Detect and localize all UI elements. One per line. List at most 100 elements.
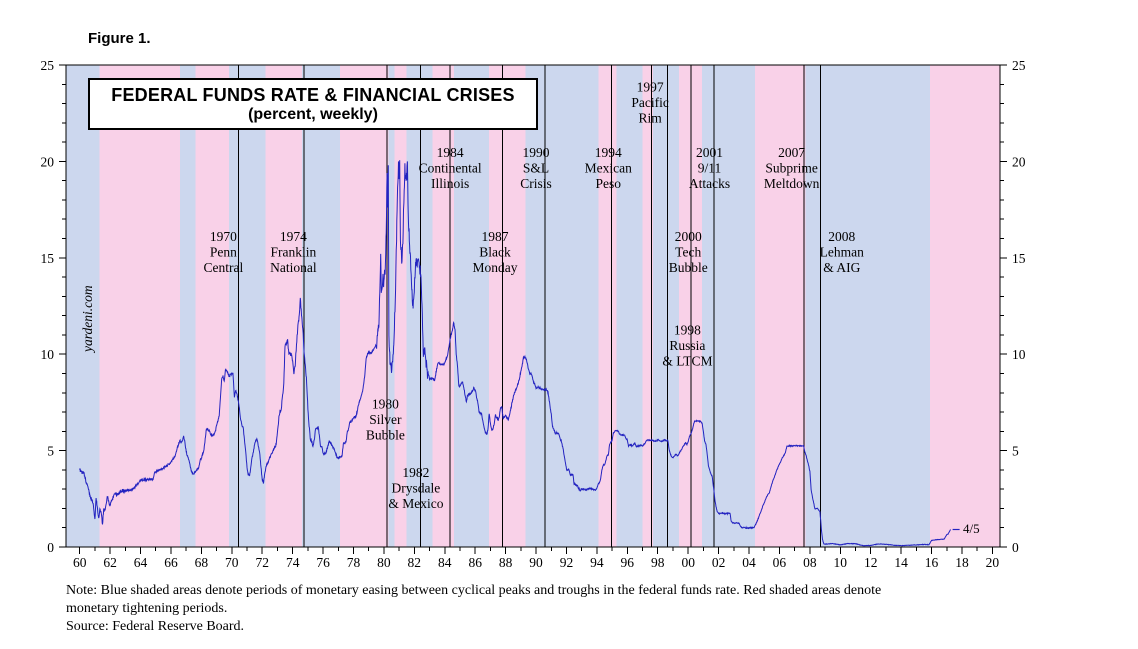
crisis-label-line: Bubble	[669, 260, 708, 275]
plot-border	[65, 64, 1001, 548]
x-axis-tick-label: 04	[742, 555, 756, 570]
crisis-label-line: S&L	[523, 161, 549, 176]
crisis-label-2007: 2007 Subprime Meltdown	[764, 145, 820, 191]
crisis-label-1997: 1997 Pacific Rim	[631, 80, 668, 126]
crisis-label-line: Russia	[669, 338, 705, 353]
x-axis-tick-label: 66	[164, 555, 178, 570]
crisis-label-line: Tech	[675, 244, 701, 259]
chart-title: FEDERAL FUNDS RATE & FINANCIAL CRISES	[111, 84, 515, 105]
crisis-label-line: 1970	[210, 229, 237, 244]
tightening-band	[488, 65, 526, 547]
crisis-label-1990: 1990 S&L Crisis	[520, 145, 552, 191]
crisis-label-1970: 1970 Penn Central	[204, 229, 244, 275]
tightening-band	[598, 65, 617, 547]
x-axis-tick-label: 08	[803, 555, 817, 570]
x-axis-tick-label: 96	[621, 555, 635, 570]
chart-subtitle: (percent, weekly)	[248, 105, 378, 123]
source-line: Source: Federal Reserve Board.	[66, 619, 245, 634]
easing-band	[180, 65, 196, 547]
crisis-label-1982: 1982 Drysdale & Mexico	[388, 465, 443, 511]
x-axis-tick-label: 60	[73, 555, 87, 570]
crisis-label-line: Crisis	[520, 176, 552, 191]
x-axis-tick-label: 20	[986, 555, 1000, 570]
crisis-label-line: Mexican	[585, 161, 632, 176]
easing-band	[388, 65, 395, 547]
shaded-bands-layer	[66, 65, 1000, 547]
crisis-label-line: Central	[204, 260, 244, 275]
x-axis-tick-label: 92	[560, 555, 574, 570]
x-axis-tick-label: 82	[408, 555, 422, 570]
x-axis-tick-label: 94	[590, 555, 604, 570]
crisis-label-line: 2001	[696, 145, 723, 160]
crisis-label-line: Franklin	[271, 244, 317, 259]
x-axis-tick-label: 80	[377, 555, 391, 570]
crisis-label-line: 9/11	[698, 161, 722, 176]
crisis-label-line: Drysdale	[392, 481, 441, 496]
x-axis-tick-label: 78	[347, 555, 361, 570]
y-axis-tick-label-right: 5	[1012, 444, 1019, 459]
crisis-label-line: National	[270, 260, 317, 275]
crisis-label-line: 1984	[437, 145, 464, 160]
crisis-label-2008: 2008 Lehman & AIG	[820, 229, 864, 275]
crisis-label-line: Meltdown	[764, 176, 820, 191]
crisis-label-line: Pacific	[631, 95, 668, 110]
tightening-band	[195, 65, 229, 547]
x-axis-tick-label: 88	[499, 555, 513, 570]
crisis-label-line: Lehman	[820, 244, 864, 259]
crisis-label-line: & Mexico	[388, 496, 443, 511]
easing-band	[453, 65, 489, 547]
crisis-label-line: Attacks	[689, 176, 730, 191]
crisis-label-2001: 2001 9/11 Attacks	[689, 145, 730, 191]
chart-notes: Note: Blue shaded areas denote periods o…	[66, 582, 881, 636]
y-axis-tick-label-left: 5	[47, 444, 54, 459]
figure-label: Figure 1.	[88, 30, 151, 47]
x-axis-tick-label: 72	[255, 555, 269, 570]
easing-band	[653, 65, 680, 547]
x-axis-tick-label: 70	[225, 555, 239, 570]
crisis-label-1984: 1984 Continental Illinois	[419, 145, 482, 191]
x-axis-tick-label: 84	[438, 555, 452, 570]
yardeni-watermark: yardeni.com	[80, 285, 95, 352]
crisis-label-2000: 2000 Tech Bubble	[669, 229, 708, 275]
chart-title-box: FEDERAL FUNDS RATE & FINANCIAL CRISES (p…	[88, 78, 538, 130]
crisis-label-1980: 1980 Silver Bubble	[366, 397, 405, 443]
note-line-1: Note: Blue shaded areas denote periods o…	[66, 583, 882, 598]
crisis-label-line: 1980	[372, 397, 399, 412]
y-axis-tick-label-left: 0	[47, 540, 54, 555]
crisis-label-line: Rim	[638, 111, 662, 126]
y-axis-tick-label-right: 20	[1012, 154, 1026, 169]
easing-band	[66, 65, 100, 547]
crisis-label-line: Illinois	[431, 176, 469, 191]
fed-funds-rate-line	[79, 160, 951, 547]
x-axis-tick-label: 06	[773, 555, 787, 570]
crisis-label-line: 2000	[675, 229, 702, 244]
crisis-label-line: 1982	[402, 465, 429, 480]
crisis-label-1998: 1998 Russia & LTCM	[662, 322, 712, 368]
y-axis-tick-label-right: 10	[1012, 347, 1026, 362]
crisis-label-line: & LTCM	[662, 353, 712, 368]
x-axis-tick-label: 18	[955, 555, 969, 570]
crisis-label-line: Peso	[596, 176, 622, 191]
crisis-label-line: 1974	[280, 229, 307, 244]
tightening-band	[755, 65, 806, 547]
easing-band	[228, 65, 266, 547]
crisis-label-line: Penn	[210, 244, 237, 259]
tightening-band	[339, 65, 389, 547]
crisis-label-line: 1990	[523, 145, 550, 160]
x-axis-tick-label: 64	[134, 555, 148, 570]
x-axis-tick-label: 12	[864, 555, 878, 570]
x-axis-tick-label: 16	[925, 555, 939, 570]
y-axis-tick-label-left: 20	[41, 154, 55, 169]
x-axis-tick-label: 00	[681, 555, 695, 570]
easing-band	[616, 65, 643, 547]
tightening-band	[930, 65, 1000, 547]
crisis-label-line: 1998	[674, 322, 701, 337]
crisis-label-line: Subprime	[765, 161, 818, 176]
x-axis-tick-label: 10	[834, 555, 848, 570]
tightening-band	[99, 65, 181, 547]
x-axis-tick-label: 90	[529, 555, 543, 570]
series-layer	[79, 160, 960, 547]
